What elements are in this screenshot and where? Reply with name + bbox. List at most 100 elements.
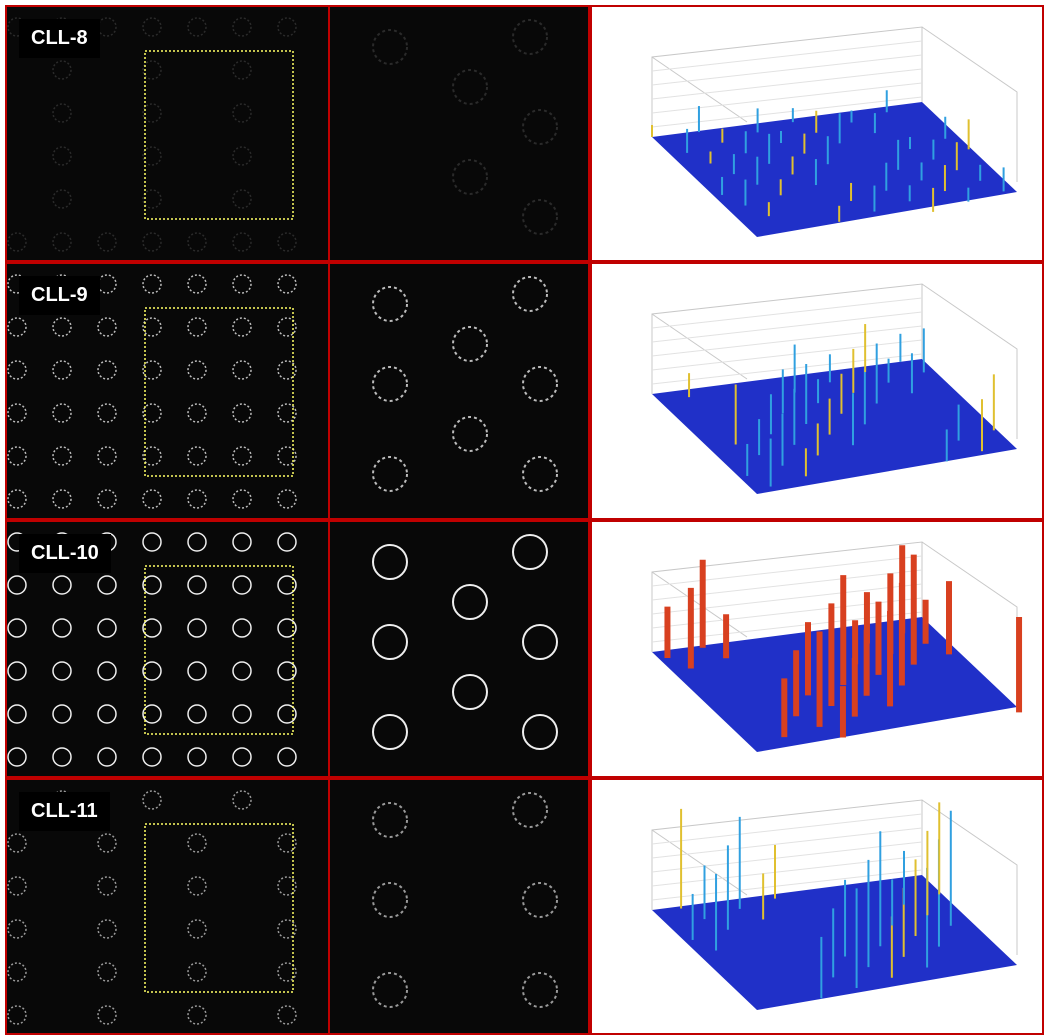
ring — [53, 576, 71, 594]
ring — [373, 30, 407, 64]
surface-base — [652, 359, 1017, 494]
ring — [53, 619, 71, 637]
ring — [8, 877, 26, 895]
ring — [188, 619, 206, 637]
ring — [233, 490, 251, 508]
ring — [373, 545, 407, 579]
plot-grid — [652, 828, 922, 858]
ring — [453, 160, 487, 194]
ring — [53, 404, 71, 422]
panel-graphic — [592, 264, 1044, 520]
ring — [233, 619, 251, 637]
ring — [8, 490, 26, 508]
ring — [188, 963, 206, 981]
micrograph — [328, 520, 590, 778]
zoom-region — [145, 308, 293, 476]
ring — [98, 705, 116, 723]
ring — [233, 318, 251, 336]
ring — [453, 585, 487, 619]
ring — [188, 834, 206, 852]
ring — [143, 275, 161, 293]
ring — [188, 576, 206, 594]
ring — [233, 275, 251, 293]
ring — [188, 233, 206, 251]
ring — [8, 233, 26, 251]
ring — [453, 675, 487, 709]
ring — [98, 1006, 116, 1024]
ring — [188, 748, 206, 766]
ring — [53, 233, 71, 251]
micrograph: CLL-8 — [5, 5, 330, 262]
ring — [8, 1006, 26, 1024]
panel-graphic — [330, 780, 590, 1035]
plot-grid — [652, 69, 922, 99]
ring — [453, 327, 487, 361]
ring — [188, 447, 206, 465]
ring — [278, 1006, 296, 1024]
ring — [188, 662, 206, 680]
ring — [453, 70, 487, 104]
plot-grid — [652, 842, 922, 872]
ring — [98, 318, 116, 336]
ring — [513, 535, 547, 569]
surface-plot — [590, 262, 1044, 520]
ring — [143, 748, 161, 766]
ring — [233, 147, 251, 165]
ring — [513, 277, 547, 311]
ring — [98, 447, 116, 465]
panel-graphic — [592, 522, 1044, 778]
ring — [278, 490, 296, 508]
ring — [278, 748, 296, 766]
ring — [233, 576, 251, 594]
surface-plot — [590, 5, 1044, 262]
panel-label: CLL-8 — [19, 19, 100, 58]
zoom-region — [145, 566, 293, 734]
ring — [233, 404, 251, 422]
ring — [98, 490, 116, 508]
ring — [98, 576, 116, 594]
ring — [53, 447, 71, 465]
ring — [98, 275, 116, 293]
ring — [8, 576, 26, 594]
plot-grid — [652, 556, 922, 586]
panel-label: CLL-10 — [19, 534, 111, 573]
ring — [8, 361, 26, 379]
ring — [523, 883, 557, 917]
plot-grid — [652, 312, 922, 342]
plot-grid — [652, 55, 922, 85]
ring — [8, 834, 26, 852]
ring — [143, 18, 161, 36]
ring — [188, 920, 206, 938]
surface-base — [652, 875, 1017, 1010]
ring — [233, 361, 251, 379]
ring — [278, 275, 296, 293]
ring — [98, 748, 116, 766]
ring — [513, 793, 547, 827]
ring — [53, 318, 71, 336]
plot-frame — [652, 830, 747, 895]
ring — [8, 920, 26, 938]
plot-grid — [652, 326, 922, 356]
micrograph: CLL-11 — [5, 778, 330, 1035]
ring — [373, 715, 407, 749]
ring — [523, 200, 557, 234]
ring — [53, 361, 71, 379]
ring — [8, 619, 26, 637]
micrograph: CLL-9 — [5, 262, 330, 520]
ring — [233, 18, 251, 36]
ring — [373, 883, 407, 917]
zoom-region — [145, 51, 293, 219]
ring — [8, 404, 26, 422]
ring — [233, 705, 251, 723]
ring — [188, 18, 206, 36]
ring — [53, 104, 71, 122]
ring — [233, 533, 251, 551]
ring — [278, 18, 296, 36]
ring — [143, 233, 161, 251]
ring — [523, 367, 557, 401]
ring — [8, 662, 26, 680]
ring — [233, 233, 251, 251]
panel-label: CLL-9 — [19, 276, 100, 315]
ring — [523, 110, 557, 144]
ring — [188, 361, 206, 379]
